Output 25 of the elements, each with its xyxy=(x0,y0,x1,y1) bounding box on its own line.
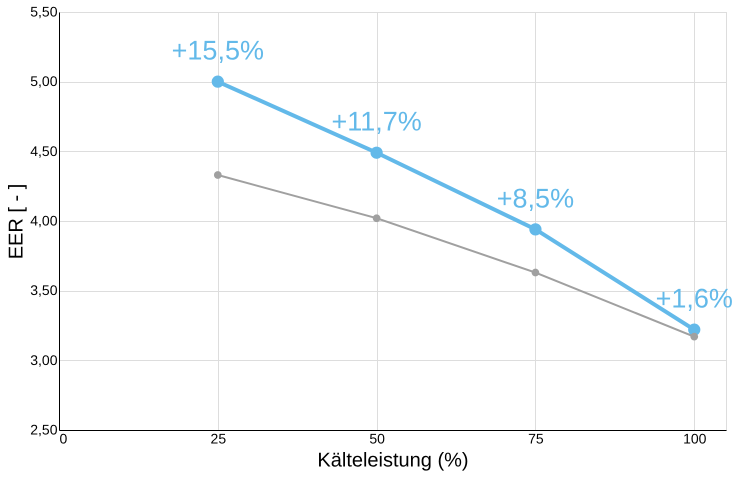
x-tick-label: 25 xyxy=(210,430,226,446)
y-tick-label: 4,00 xyxy=(30,212,58,228)
y-tick-label: 5,50 xyxy=(30,4,58,20)
x-tick-label: 100 xyxy=(683,430,707,446)
point xyxy=(372,214,380,222)
point xyxy=(212,76,224,88)
y-axis-title: EER [ - ] xyxy=(5,184,28,260)
annotation: +1,6% xyxy=(656,284,733,314)
y-tick-label: 3,00 xyxy=(30,352,58,368)
point xyxy=(532,268,540,276)
x-axis-title: Kälteleistung (%) xyxy=(317,450,469,472)
y-tick-label: 2,50 xyxy=(30,422,58,438)
point xyxy=(214,171,222,179)
x-tick-label: 75 xyxy=(528,430,544,446)
annotation: +8,5% xyxy=(496,183,574,214)
y-tick-label: 4,50 xyxy=(30,142,58,159)
x-tick-label: 50 xyxy=(369,430,386,446)
point xyxy=(529,223,542,236)
y-tick-label: 5,00 xyxy=(30,73,58,90)
point xyxy=(370,146,383,159)
annotation: +15,5% xyxy=(172,36,264,66)
point xyxy=(690,332,698,341)
annotation: +11,7% xyxy=(331,106,422,137)
x-tick-label: 0 xyxy=(60,430,68,446)
y-tick-label: 3,50 xyxy=(30,282,58,298)
